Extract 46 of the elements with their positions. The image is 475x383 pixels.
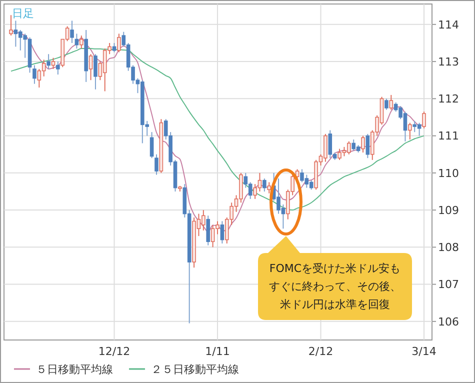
candlestick: [361, 135, 365, 154]
candlestick: [262, 178, 266, 192]
candlestick: [80, 35, 84, 50]
candlestick: [56, 61, 60, 76]
candlestick: [51, 57, 56, 70]
y-tick-label: 111: [438, 130, 459, 143]
chart-title: 日足: [12, 7, 34, 20]
candlestick: [220, 220, 224, 244]
y-tick-label: 109: [438, 204, 459, 217]
candlestick: [46, 54, 50, 70]
y-tick-label: 113: [438, 55, 459, 68]
candlestick: [206, 215, 210, 246]
candlestick: [32, 64, 36, 84]
y-tick-label: 106: [438, 315, 459, 328]
annotation: 米ドル円は水準を回復: [280, 298, 390, 311]
x-tick-label: 12/12: [98, 345, 130, 358]
candlestick: [9, 14, 13, 36]
candlestick: [408, 122, 412, 140]
candlestick: [309, 180, 314, 190]
candlestick: [42, 59, 46, 77]
y-tick-label: 110: [438, 166, 459, 180]
x-tick-label: 1/11: [205, 345, 230, 358]
annotation: FOMCを受けた米ドル安も: [269, 262, 401, 275]
candlestick: [412, 120, 417, 133]
x-tick-label: 3/14: [412, 345, 436, 358]
candlestick: [267, 182, 272, 194]
candlestick: [154, 154, 158, 176]
candlestick: [117, 33, 121, 53]
candlestick: [366, 133, 370, 159]
candlestick: [88, 54, 93, 81]
legend-label: ５日移動平均線: [36, 362, 113, 376]
y-tick-label: 114: [438, 18, 459, 32]
candlestick: [112, 42, 116, 53]
annotation: すぐに終わって、その後、: [269, 280, 401, 293]
candlestick: [389, 94, 394, 110]
y-tick-label: 112: [438, 92, 459, 106]
y-tick-label: 108: [438, 241, 459, 254]
x-tick-label: 2/12: [308, 345, 334, 358]
legend-label: ２５日移動平均線: [151, 362, 239, 376]
candlestick: [384, 98, 388, 110]
candlestick: [150, 132, 154, 159]
y-tick-label: 107: [438, 278, 459, 292]
candlestick: [422, 111, 426, 129]
candlestick: [70, 20, 74, 44]
candlestick: [94, 54, 98, 90]
candlestick: [328, 130, 332, 159]
